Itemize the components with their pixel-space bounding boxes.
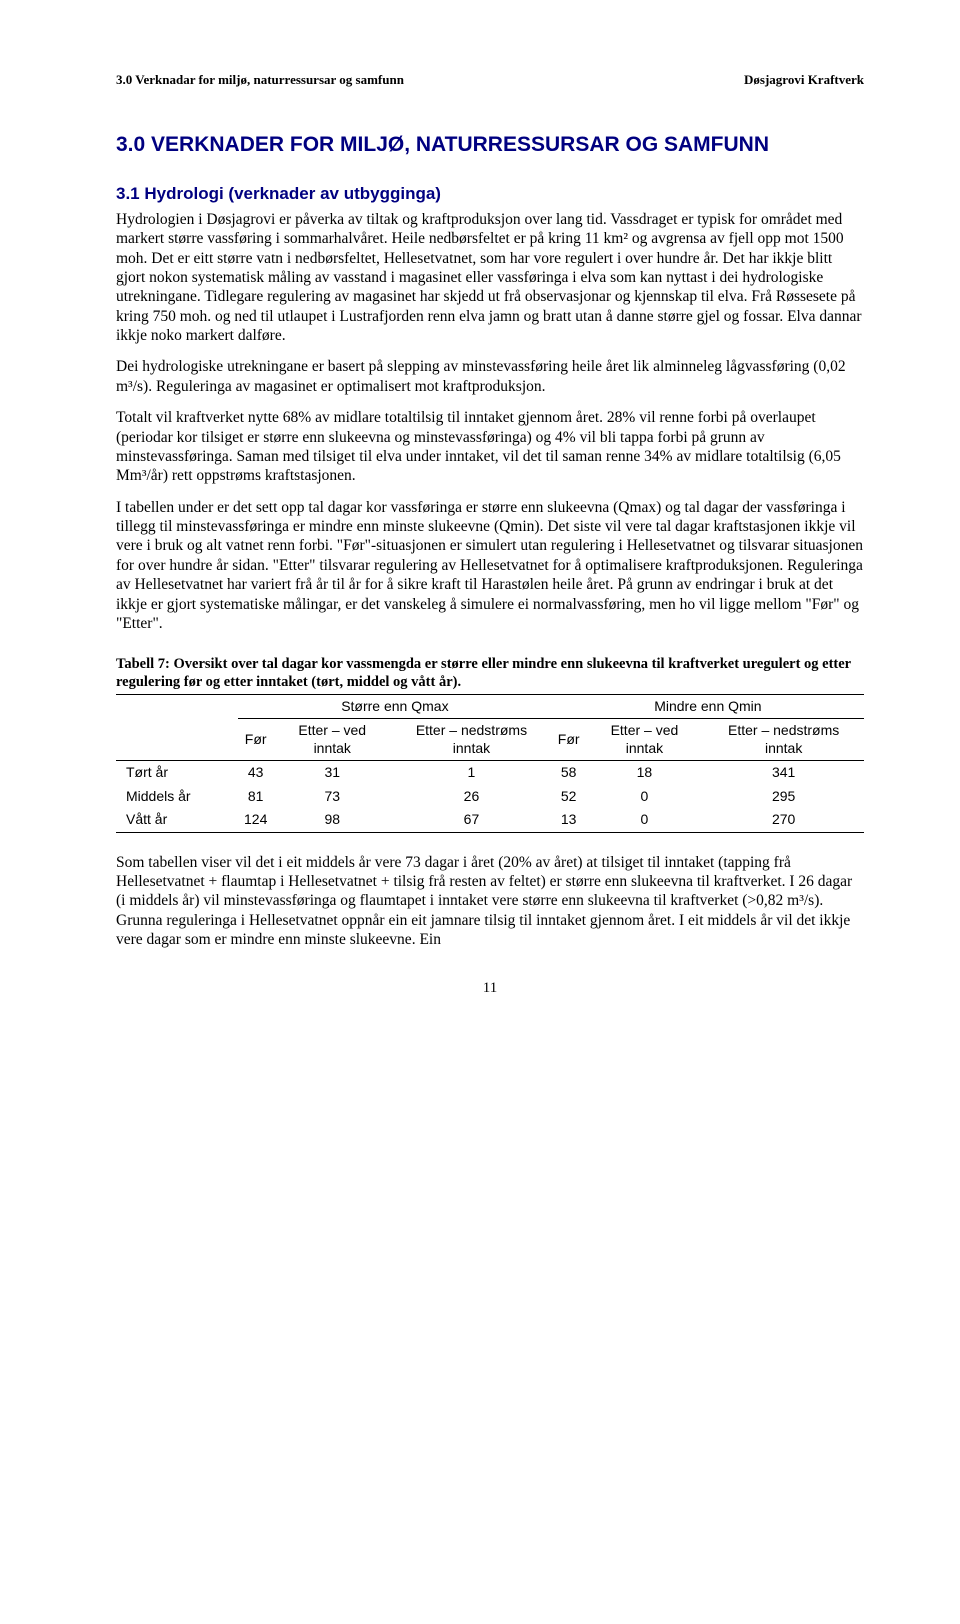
page-header: 3.0 Verknadar for miljø, naturressursar … [116, 72, 864, 88]
paragraph-3: Totalt vil kraftverket nytte 68% av midl… [116, 408, 864, 486]
cell: 73 [273, 785, 391, 809]
page-number: 11 [116, 979, 864, 998]
cell: 18 [586, 761, 704, 785]
table-row: Tørt år 43 31 1 58 18 341 [116, 761, 864, 785]
cell: 26 [391, 785, 552, 809]
col-etter-ned-1: Etter – nedstrøms inntak [391, 719, 552, 761]
col-etter-ved-2: Etter – ved inntak [586, 719, 704, 761]
col-etter-ned-2: Etter – nedstrøms inntak [703, 719, 864, 761]
row-label: Middels år [116, 785, 238, 809]
group-header-qmin: Mindre enn Qmin [552, 694, 864, 719]
col-etter-ved-1: Etter – ved inntak [273, 719, 391, 761]
cell: 1 [391, 761, 552, 785]
col-for-1: Før [238, 719, 273, 761]
table-row: Middels år 81 73 26 52 0 295 [116, 785, 864, 809]
table-row: Vått år 124 98 67 13 0 270 [116, 808, 864, 832]
paragraph-1: Hydrologien i Døsjagrovi er påverka av t… [116, 210, 864, 346]
row-label: Vått år [116, 808, 238, 832]
paragraph-4: I tabellen under er det sett opp tal dag… [116, 498, 864, 634]
header-right: Døsjagrovi Kraftverk [744, 72, 864, 88]
row-label: Tørt år [116, 761, 238, 785]
cell: 124 [238, 808, 273, 832]
paragraph-2: Dei hydrologiske utrekningane er basert … [116, 357, 864, 396]
group-header-qmax: Større enn Qmax [238, 694, 552, 719]
cell: 0 [586, 808, 704, 832]
main-title: 3.0 VERKNADER FOR MILJØ, NATURRESSURSAR … [116, 132, 864, 158]
cell: 270 [703, 808, 864, 832]
cell: 295 [703, 785, 864, 809]
cell: 98 [273, 808, 391, 832]
cell: 31 [273, 761, 391, 785]
cell: 43 [238, 761, 273, 785]
data-table: Større enn Qmax Mindre enn Qmin Før Ette… [116, 694, 864, 833]
cell: 81 [238, 785, 273, 809]
table-caption: Tabell 7: Oversikt over tal dagar kor va… [116, 655, 864, 691]
cell: 52 [552, 785, 586, 809]
cell: 67 [391, 808, 552, 832]
paragraph-5: Som tabellen viser vil det i eit middels… [116, 853, 864, 950]
cell: 0 [586, 785, 704, 809]
col-for-2: Før [552, 719, 586, 761]
cell: 13 [552, 808, 586, 832]
header-left: 3.0 Verknadar for miljø, naturressursar … [116, 72, 404, 88]
subsection-title: 3.1 Hydrologi (verknader av utbygginga) [116, 183, 864, 204]
cell: 58 [552, 761, 586, 785]
cell: 341 [703, 761, 864, 785]
